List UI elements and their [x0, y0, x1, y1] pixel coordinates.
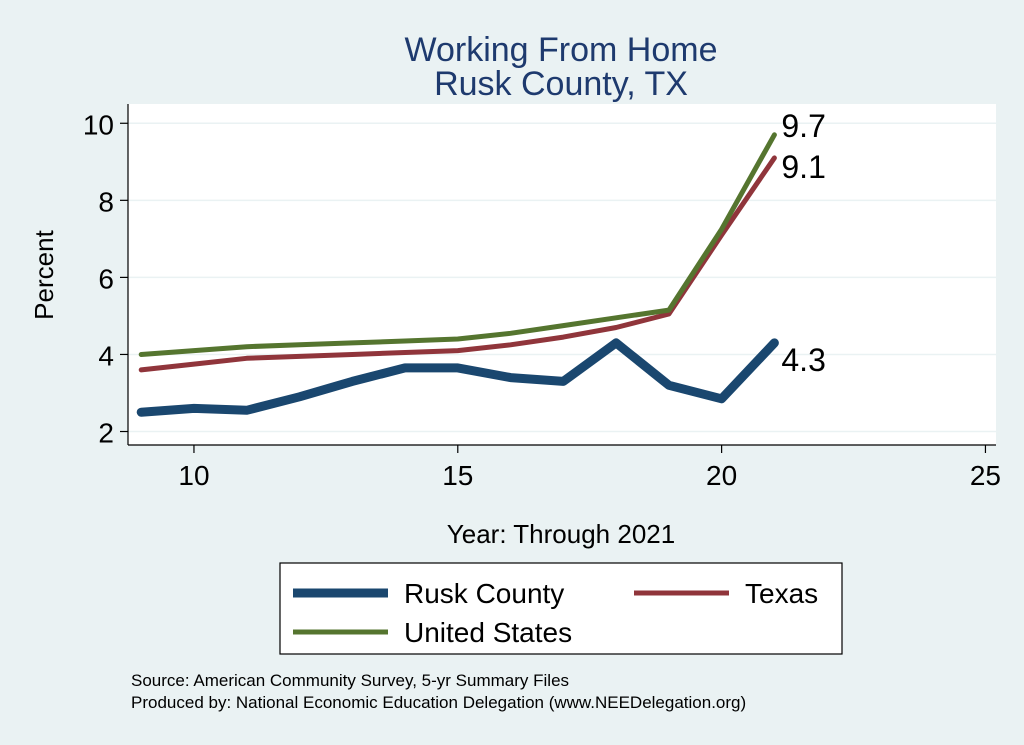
- data-point-rusk-county: [193, 407, 195, 409]
- data-point-texas: [615, 326, 617, 328]
- source-note: Source: American Community Survey, 5-yr …: [131, 671, 569, 690]
- y-tick-label-8: 8: [98, 186, 114, 217]
- data-point-united-states: [668, 309, 670, 311]
- data-point-united-states: [351, 342, 353, 344]
- end-label-texas: 9.1: [781, 149, 825, 185]
- series-lines: [136, 132, 779, 417]
- chart-title: Working From Home: [405, 31, 718, 69]
- data-point-united-states: [457, 338, 459, 340]
- data-point-texas: [562, 336, 564, 338]
- data-point-texas: [351, 353, 353, 355]
- data-point-united-states: [140, 353, 142, 355]
- plot-area: [128, 104, 996, 445]
- x-axis-label: Year: Through 2021: [447, 519, 675, 549]
- gridlines: [128, 122, 996, 433]
- data-point-united-states: [193, 350, 195, 352]
- data-point-rusk-county: [668, 384, 670, 386]
- data-point-united-states: [510, 332, 512, 334]
- data-point-united-states: [246, 346, 248, 348]
- data-point-rusk-county: [140, 411, 142, 413]
- y-tick-label-10: 10: [83, 109, 114, 140]
- data-point-rusk-county: [351, 380, 353, 382]
- data-point-rusk-county: [510, 377, 512, 379]
- end-label-rusk-county: 4.3: [781, 342, 825, 378]
- producer-note: Produced by: National Economic Education…: [131, 693, 746, 712]
- legend-label-united-states: United States: [404, 617, 572, 648]
- data-point-rusk-county: [615, 342, 617, 344]
- tick-labels: 2 4 6 8 10 10 15 20 25: [83, 109, 1001, 491]
- legend-label-texas: Texas: [745, 578, 818, 609]
- data-point-united-states: [298, 344, 300, 346]
- data-point-rusk-county: [404, 367, 406, 369]
- data-point-united-states: [615, 317, 617, 319]
- data-point-texas: [404, 352, 406, 354]
- data-point-united-states: [404, 340, 406, 342]
- data-point-texas: [668, 313, 670, 315]
- data-point-texas: [140, 369, 142, 371]
- data-point-texas: [193, 363, 195, 365]
- data-point-texas: [721, 234, 723, 236]
- data-point-texas: [773, 157, 775, 159]
- x-tick-label-15: 15: [442, 460, 473, 491]
- data-point-united-states: [562, 325, 564, 327]
- data-point-texas: [246, 357, 248, 359]
- legend: Rusk County Texas United States: [279, 562, 843, 655]
- data-point-rusk-county: [298, 396, 300, 398]
- chart-subtitle: Rusk County, TX: [434, 65, 688, 103]
- data-point-texas: [510, 344, 512, 346]
- data-point-texas: [457, 350, 459, 352]
- x-tick-label-25: 25: [970, 460, 1001, 491]
- x-tick-label-10: 10: [178, 460, 209, 491]
- data-point-texas: [298, 355, 300, 357]
- y-tick-label-6: 6: [98, 263, 114, 294]
- legend-box: [279, 562, 843, 655]
- data-point-rusk-county: [246, 409, 248, 411]
- legend-label-rusk-county: Rusk County: [404, 578, 564, 609]
- data-point-united-states: [721, 228, 723, 230]
- data-point-rusk-county: [721, 398, 723, 400]
- data-point-rusk-county: [562, 380, 564, 382]
- y-tick-label-2: 2: [98, 418, 114, 449]
- x-tick-label-20: 20: [706, 460, 737, 491]
- end-labels: 4.3 9.1 9.7: [781, 108, 825, 378]
- data-point-rusk-county: [457, 367, 459, 369]
- axes: [120, 104, 996, 453]
- y-axis-label: Percent: [29, 229, 59, 319]
- data-point-rusk-county: [773, 342, 775, 344]
- data-point-united-states: [773, 134, 775, 136]
- end-label-united-states: 9.7: [781, 108, 825, 144]
- y-tick-label-4: 4: [98, 340, 114, 371]
